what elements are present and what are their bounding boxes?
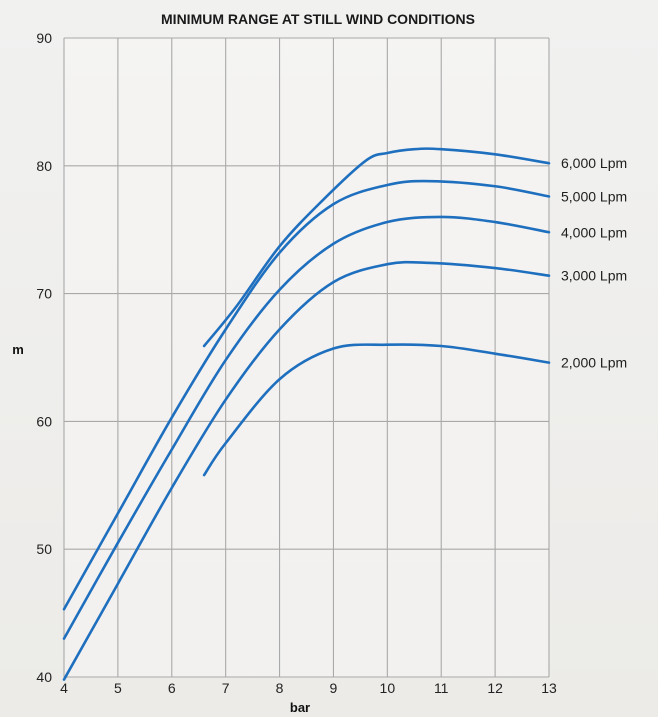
series-label: 3,000 Lpm xyxy=(561,268,627,284)
gridlines xyxy=(63,37,550,678)
series-line xyxy=(202,343,551,477)
chart-title: MINIMUM RANGE AT STILL WIND CONDITIONS xyxy=(161,11,475,27)
y-tick-label: 60 xyxy=(36,413,52,429)
y-axis-ticks: 40 50 60 70 80 90 xyxy=(36,30,52,685)
x-axis-ticks: 4 5 6 7 8 9 10 11 12 13 xyxy=(60,680,557,696)
series-label: 2,000 Lpm xyxy=(561,355,627,371)
series-lines xyxy=(62,147,551,681)
x-tick-label: 7 xyxy=(222,680,230,696)
x-tick-label: 11 xyxy=(434,680,449,696)
x-tick-label: 4 xyxy=(60,680,68,696)
y-axis-label: m xyxy=(12,342,24,357)
x-tick-label: 10 xyxy=(380,680,396,696)
x-tick-label: 13 xyxy=(541,680,557,696)
x-tick-label: 12 xyxy=(487,680,503,696)
x-tick-label: 6 xyxy=(168,680,176,696)
y-tick-label: 90 xyxy=(36,30,52,46)
series-label: 6,000 Lpm xyxy=(561,155,627,171)
x-tick-label: 8 xyxy=(276,680,284,696)
x-tick-label: 9 xyxy=(330,680,338,696)
y-tick-label: 40 xyxy=(36,669,52,685)
plot-area xyxy=(64,38,549,677)
series-line xyxy=(202,147,551,348)
x-tick-label: 5 xyxy=(114,680,122,696)
series-labels: 6,000 Lpm 5,000 Lpm 4,000 Lpm 3,000 Lpm 2,00… xyxy=(561,155,627,370)
series-label: 5,000 Lpm xyxy=(561,188,627,204)
y-tick-label: 80 xyxy=(36,158,52,174)
y-tick-label: 50 xyxy=(36,541,52,557)
series-line xyxy=(62,179,551,611)
series-line xyxy=(62,215,551,640)
series-label: 4,000 Lpm xyxy=(561,224,627,240)
series-line xyxy=(62,260,551,681)
x-axis-label: bar xyxy=(290,700,310,715)
y-tick-label: 70 xyxy=(36,286,52,302)
